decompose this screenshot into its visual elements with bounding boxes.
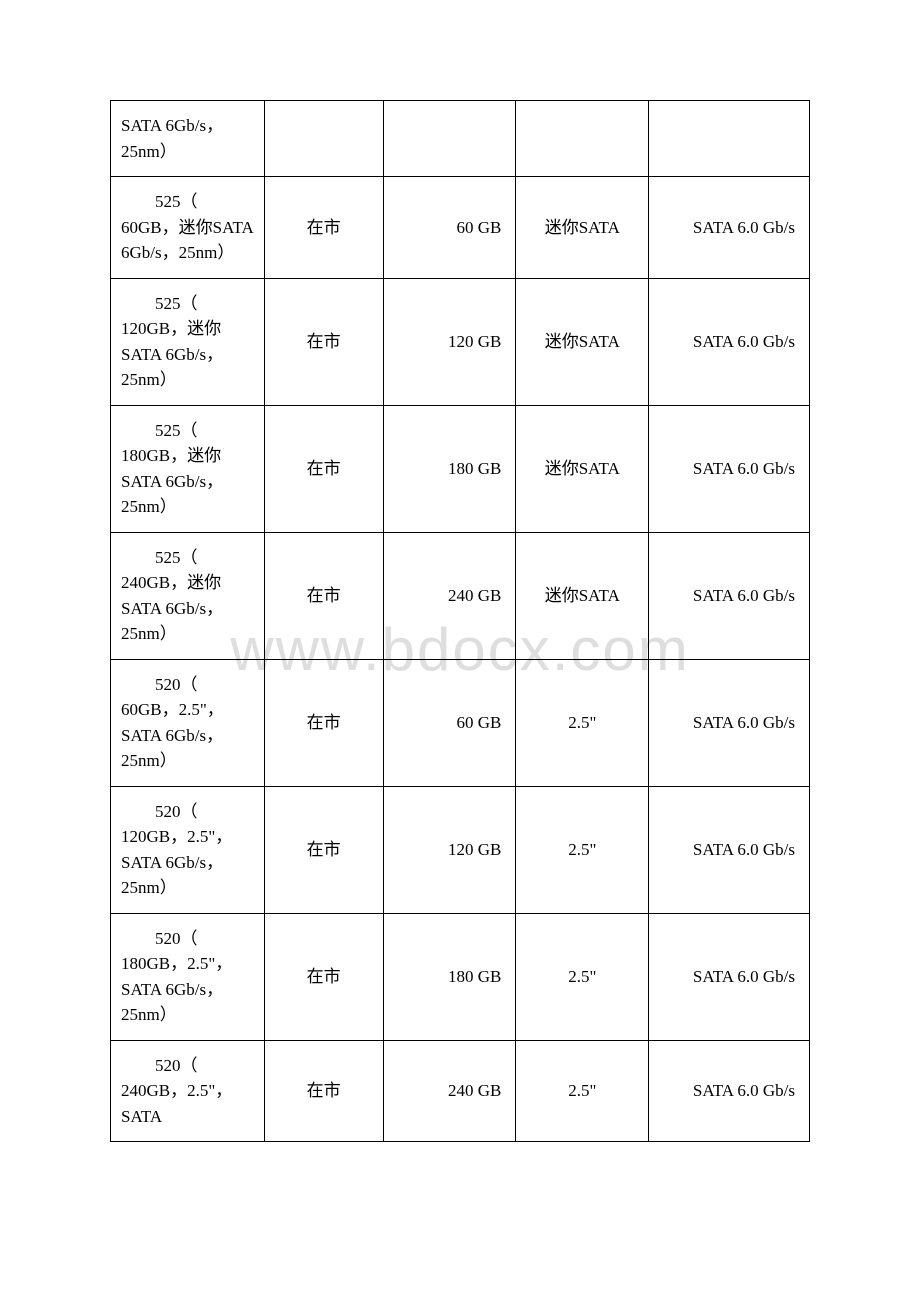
cell-capacity: 120 GB [383,786,516,913]
cell-capacity: 60 GB [383,659,516,786]
cell-formfactor: 2.5" [516,786,649,913]
cell-capacity: 60 GB [383,177,516,279]
product-rest: 240GB，2.5"，SATA [121,1081,232,1126]
cell-status: 在市 [264,786,383,913]
cell-product: 525（240GB，迷你 SATA 6Gb/s，25nm） [111,532,265,659]
cell-interface: SATA 6.0 Gb/s [649,278,810,405]
cell-status [264,101,383,177]
cell-product: 525（180GB，迷你 SATA 6Gb/s，25nm） [111,405,265,532]
product-first-line: 525（ [121,418,256,444]
cell-status: 在市 [264,1040,383,1142]
cell-formfactor: 2.5" [516,913,649,1040]
cell-capacity: 240 GB [383,1040,516,1142]
cell-status: 在市 [264,405,383,532]
product-first-line: 525（ [121,291,256,317]
cell-capacity: 180 GB [383,405,516,532]
table-row: 525（180GB，迷你 SATA 6Gb/s，25nm） 在市 180 GB … [111,405,810,532]
cell-product: 525（120GB，迷你 SATA 6Gb/s，25nm） [111,278,265,405]
cell-product: 520（120GB，2.5"，SATA 6Gb/s，25nm） [111,786,265,913]
cell-capacity: 240 GB [383,532,516,659]
cell-status: 在市 [264,278,383,405]
cell-status: 在市 [264,913,383,1040]
cell-formfactor: 迷你SATA [516,532,649,659]
cell-product: SATA 6Gb/s，25nm） [111,101,265,177]
cell-status: 在市 [264,659,383,786]
cell-interface: SATA 6.0 Gb/s [649,405,810,532]
cell-formfactor: 2.5" [516,659,649,786]
table-row: 520（60GB，2.5"，SATA 6Gb/s，25nm） 在市 60 GB … [111,659,810,786]
product-first-line: 520（ [121,672,256,698]
product-first-line: 520（ [121,799,256,825]
cell-interface: SATA 6.0 Gb/s [649,913,810,1040]
cell-interface: SATA 6.0 Gb/s [649,532,810,659]
cell-formfactor: 迷你SATA [516,278,649,405]
product-rest: 180GB，迷你 SATA 6Gb/s，25nm） [121,446,223,516]
cell-interface [649,101,810,177]
table-row: 525（240GB，迷你 SATA 6Gb/s，25nm） 在市 240 GB … [111,532,810,659]
cell-interface: SATA 6.0 Gb/s [649,177,810,279]
product-first-line: 520（ [121,926,256,952]
cell-formfactor [516,101,649,177]
cell-interface: SATA 6.0 Gb/s [649,786,810,913]
product-rest: 240GB，迷你 SATA 6Gb/s，25nm） [121,573,223,643]
cell-capacity: 180 GB [383,913,516,1040]
cell-product: 520（180GB，2.5"，SATA 6Gb/s，25nm） [111,913,265,1040]
table-row: 525（120GB，迷你 SATA 6Gb/s，25nm） 在市 120 GB … [111,278,810,405]
cell-capacity: 120 GB [383,278,516,405]
table-row: 520（180GB，2.5"，SATA 6Gb/s，25nm） 在市 180 G… [111,913,810,1040]
product-rest: 120GB，迷你 SATA 6Gb/s，25nm） [121,319,223,389]
cell-formfactor: 迷你SATA [516,405,649,532]
cell-status: 在市 [264,177,383,279]
table-row: 525（ 60GB，迷你SATA 6Gb/s，25nm） 在市 60 GB 迷你S… [111,177,810,279]
product-rest: 120GB，2.5"，SATA 6Gb/s，25nm） [121,827,232,897]
product-first-line: 520（ [121,1053,256,1079]
product-rest: 180GB，2.5"，SATA 6Gb/s，25nm） [121,954,232,1024]
cell-formfactor: 2.5" [516,1040,649,1142]
table-row: 520（240GB，2.5"，SATA 在市 240 GB 2.5" SATA … [111,1040,810,1142]
cell-product: 525（ 60GB，迷你SATA 6Gb/s，25nm） [111,177,265,279]
cell-interface: SATA 6.0 Gb/s [649,1040,810,1142]
cell-product: 520（60GB，2.5"，SATA 6Gb/s，25nm） [111,659,265,786]
product-table: SATA 6Gb/s，25nm） 525（ 60GB，迷你SATA 6Gb/s，2… [110,100,810,1142]
product-first-line: 525（ [121,189,256,215]
table-row: 520（120GB，2.5"，SATA 6Gb/s，25nm） 在市 120 G… [111,786,810,913]
cell-formfactor: 迷你SATA [516,177,649,279]
product-rest: 60GB，2.5"，SATA 6Gb/s，25nm） [121,700,224,770]
table-row: SATA 6Gb/s，25nm） [111,101,810,177]
product-rest: 60GB，迷你SATA 6Gb/s，25nm） [121,218,253,263]
cell-interface: SATA 6.0 Gb/s [649,659,810,786]
cell-status: 在市 [264,532,383,659]
cell-product: 520（240GB，2.5"，SATA [111,1040,265,1142]
product-first-line: 525（ [121,545,256,571]
cell-capacity [383,101,516,177]
